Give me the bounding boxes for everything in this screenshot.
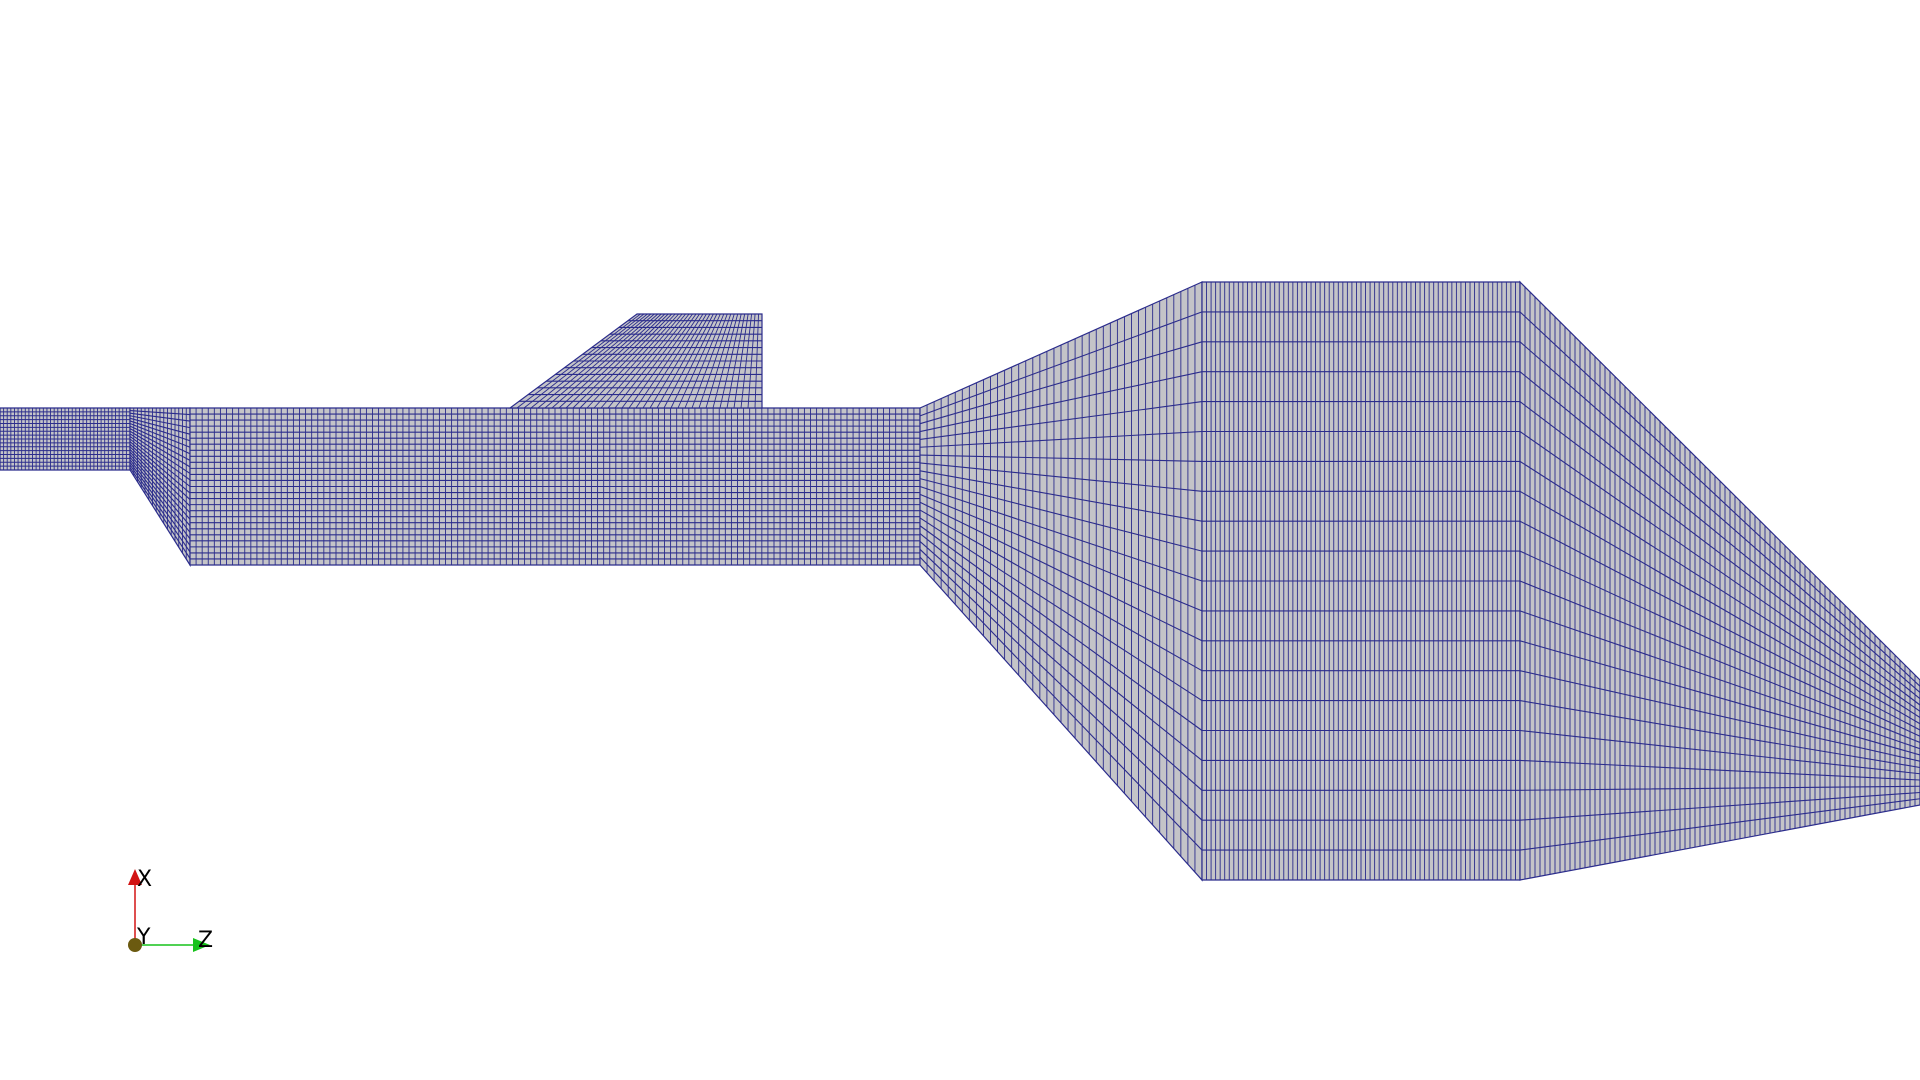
x-axis-arrowhead [128, 869, 142, 885]
outlet-cone-block-grid-lines-v [1519, 311, 1920, 851]
inlet-channel-block-grid-lines-v [0, 411, 130, 467]
computational-mesh [0, 280, 1920, 882]
side-branch-block-grid-lines-v [519, 320, 762, 402]
outlet-cone-block [1519, 280, 1920, 881]
z-axis-label: Z [198, 928, 213, 953]
diffuser-block-grid-lines-v [919, 311, 1203, 851]
y-axis-marker [128, 938, 142, 952]
diffuser-block [919, 281, 1203, 882]
y-axis-label: Y [136, 925, 151, 950]
x-axis-label: X [137, 867, 152, 892]
chamber-block-grid-lines-v [1202, 311, 1520, 851]
side-branch-block [508, 313, 763, 409]
z-axis-arrowhead [193, 938, 210, 952]
orientation-axes-widget[interactable]: X Y Z [128, 867, 213, 953]
main-channel-block-grid-lines-v [190, 413, 920, 560]
inlet-taper-block [129, 407, 191, 568]
inlet-channel-block [0, 407, 131, 471]
main-channel-block [189, 407, 921, 566]
chamber-block [1201, 281, 1521, 881]
inlet-taper-block-grid-lines-v [129, 410, 191, 559]
